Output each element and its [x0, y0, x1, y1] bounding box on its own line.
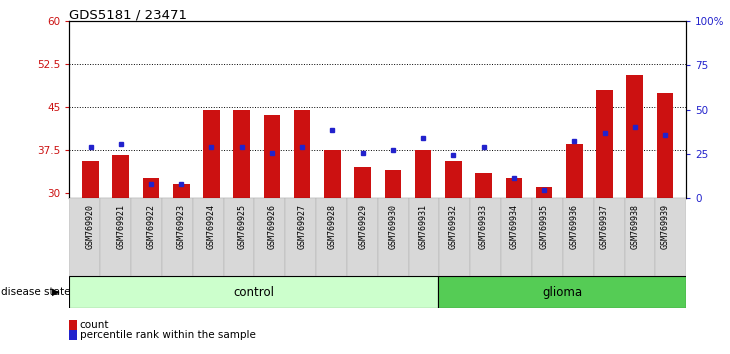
- Bar: [470, 198, 501, 276]
- Bar: [193, 198, 223, 276]
- Bar: [131, 198, 162, 276]
- Bar: [162, 198, 193, 276]
- Bar: [254, 198, 285, 276]
- Text: GSM769927: GSM769927: [298, 205, 307, 250]
- Text: GSM769935: GSM769935: [539, 205, 548, 250]
- Bar: [142, 178, 159, 198]
- Text: GSM769937: GSM769937: [600, 205, 609, 250]
- Text: control: control: [234, 286, 274, 298]
- Bar: [502, 198, 532, 276]
- Bar: [203, 110, 220, 198]
- Text: percentile rank within the sample: percentile rank within the sample: [80, 330, 256, 340]
- Bar: [173, 184, 190, 198]
- Text: GSM769936: GSM769936: [570, 205, 579, 250]
- Bar: [409, 198, 439, 276]
- Bar: [596, 90, 613, 198]
- Text: GDS5181 / 23471: GDS5181 / 23471: [69, 9, 188, 22]
- Text: GSM769931: GSM769931: [418, 205, 428, 250]
- Bar: [82, 161, 99, 198]
- Bar: [438, 276, 686, 308]
- Text: GSM769926: GSM769926: [267, 205, 277, 250]
- Text: ▶: ▶: [53, 287, 60, 297]
- Text: GSM769924: GSM769924: [207, 205, 216, 250]
- Bar: [506, 178, 522, 198]
- Bar: [566, 144, 583, 198]
- Bar: [294, 110, 310, 198]
- Bar: [532, 198, 563, 276]
- Bar: [656, 198, 686, 276]
- Bar: [69, 198, 100, 276]
- Text: GSM769938: GSM769938: [630, 205, 639, 250]
- Bar: [316, 198, 347, 276]
- Text: GSM769930: GSM769930: [388, 205, 397, 250]
- Bar: [415, 150, 431, 198]
- Bar: [625, 198, 656, 276]
- Text: GSM769939: GSM769939: [661, 205, 669, 250]
- Bar: [536, 187, 553, 198]
- Text: GSM769934: GSM769934: [510, 205, 518, 250]
- Bar: [626, 75, 643, 198]
- Bar: [563, 198, 593, 276]
- Bar: [445, 161, 461, 198]
- Bar: [354, 167, 371, 198]
- Bar: [378, 198, 409, 276]
- Text: disease state: disease state: [1, 287, 71, 297]
- Bar: [100, 198, 131, 276]
- Bar: [264, 115, 280, 198]
- Text: GSM769933: GSM769933: [479, 205, 488, 250]
- Bar: [285, 198, 316, 276]
- Bar: [657, 93, 673, 198]
- Bar: [385, 170, 402, 198]
- Bar: [593, 198, 625, 276]
- Bar: [475, 172, 492, 198]
- Bar: [234, 110, 250, 198]
- Bar: [324, 150, 341, 198]
- Text: GSM769929: GSM769929: [358, 205, 367, 250]
- Bar: [69, 276, 438, 308]
- Text: GSM769920: GSM769920: [86, 205, 95, 250]
- Text: GSM769932: GSM769932: [449, 205, 458, 250]
- Bar: [223, 198, 254, 276]
- Bar: [439, 198, 470, 276]
- Text: count: count: [80, 320, 109, 330]
- Text: glioma: glioma: [542, 286, 583, 298]
- Bar: [347, 198, 378, 276]
- Text: GSM769923: GSM769923: [177, 205, 185, 250]
- Bar: [112, 155, 129, 198]
- Text: GSM769928: GSM769928: [328, 205, 337, 250]
- Text: GSM769925: GSM769925: [237, 205, 246, 250]
- Text: GSM769922: GSM769922: [147, 205, 155, 250]
- Text: GSM769921: GSM769921: [116, 205, 126, 250]
